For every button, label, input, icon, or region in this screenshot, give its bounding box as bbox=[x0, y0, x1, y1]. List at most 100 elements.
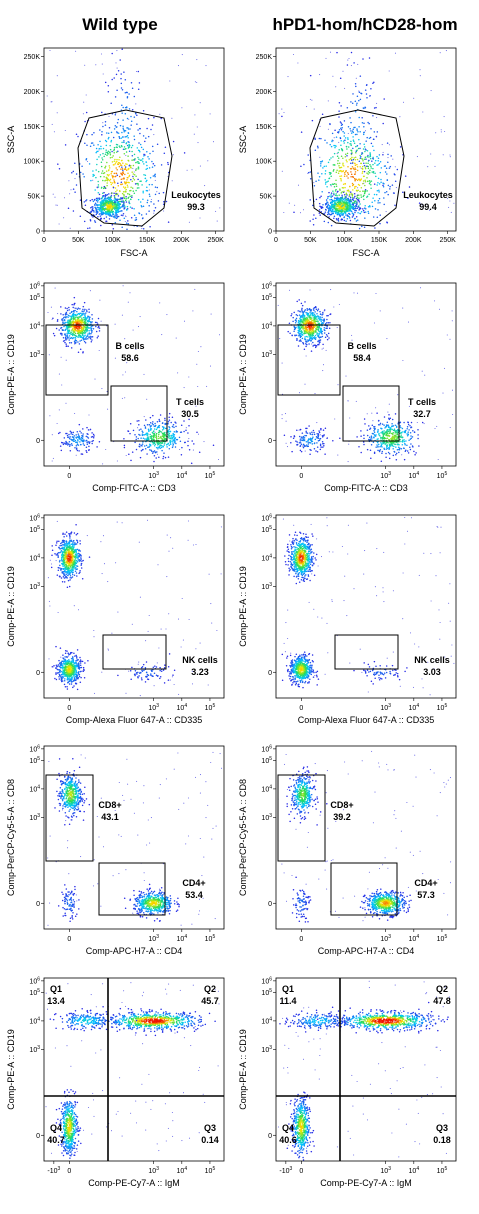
event-dot bbox=[125, 163, 127, 165]
event-dot bbox=[123, 168, 126, 171]
event-dot bbox=[308, 335, 311, 338]
event-dot bbox=[94, 198, 96, 201]
event-dot bbox=[158, 437, 160, 440]
event-dot bbox=[124, 205, 126, 207]
event-dot bbox=[119, 164, 122, 166]
event-dot bbox=[407, 197, 409, 199]
event-dot bbox=[312, 429, 315, 432]
event-dot bbox=[388, 403, 390, 405]
event-dot bbox=[385, 437, 387, 440]
event-dot bbox=[176, 438, 179, 441]
event-dot bbox=[155, 457, 157, 459]
event-dot bbox=[317, 437, 320, 440]
event-dot bbox=[153, 445, 156, 447]
event-dot bbox=[150, 201, 152, 203]
event-dot bbox=[390, 441, 392, 444]
event-dot bbox=[301, 439, 303, 442]
event-dot bbox=[74, 162, 76, 164]
event-dot bbox=[319, 319, 322, 321]
event-dot bbox=[444, 130, 446, 133]
event-dot bbox=[338, 162, 341, 164]
event-dot bbox=[63, 217, 65, 219]
event-dot bbox=[305, 430, 307, 432]
event-dot bbox=[353, 168, 355, 171]
event-dot bbox=[123, 181, 126, 183]
event-dot bbox=[171, 446, 174, 449]
event-dot bbox=[91, 432, 93, 434]
event-dot bbox=[148, 423, 151, 426]
event-dot bbox=[164, 419, 166, 422]
event-dot bbox=[212, 141, 215, 143]
event-dot bbox=[50, 101, 52, 103]
event-dot bbox=[105, 204, 108, 207]
event-dot bbox=[152, 438, 155, 441]
event-dot bbox=[323, 442, 325, 445]
event-dot bbox=[168, 419, 171, 421]
event-dot bbox=[108, 136, 110, 139]
event-dot bbox=[313, 185, 316, 187]
event-dot bbox=[116, 131, 119, 134]
event-dot bbox=[133, 138, 136, 141]
event-dot bbox=[75, 434, 77, 436]
event-dot bbox=[332, 164, 335, 166]
event-dot bbox=[295, 317, 298, 320]
event-dot bbox=[277, 304, 279, 306]
event-dot bbox=[354, 186, 356, 188]
event-dot bbox=[124, 191, 126, 193]
event-dot bbox=[362, 182, 364, 185]
event-dot bbox=[147, 117, 150, 120]
event-dot bbox=[285, 442, 287, 444]
event-dot bbox=[376, 412, 378, 414]
event-dot bbox=[130, 186, 132, 188]
event-dot bbox=[366, 176, 368, 179]
event-dot bbox=[344, 195, 346, 198]
event-dot bbox=[321, 319, 323, 321]
event-dot bbox=[155, 437, 158, 439]
event-dot bbox=[158, 420, 161, 423]
event-dot bbox=[321, 316, 323, 319]
event-dot bbox=[181, 446, 183, 449]
event-dot bbox=[85, 316, 87, 319]
event-dot bbox=[171, 437, 173, 440]
event-dot bbox=[114, 158, 116, 161]
event-dot bbox=[367, 170, 370, 173]
event-dot bbox=[158, 433, 160, 436]
event-dot bbox=[424, 374, 426, 376]
event-dot bbox=[345, 145, 348, 148]
event-dot bbox=[381, 443, 384, 445]
event-dot bbox=[143, 153, 145, 156]
event-dot bbox=[168, 416, 170, 418]
event-dot bbox=[366, 136, 368, 139]
event-dot bbox=[350, 206, 352, 209]
event-dot bbox=[137, 182, 139, 185]
event-dot bbox=[119, 219, 121, 222]
y-tick-label: 100K bbox=[24, 159, 41, 166]
event-dot bbox=[324, 183, 327, 185]
event-dot bbox=[372, 157, 374, 160]
event-dot bbox=[82, 428, 84, 430]
event-dot bbox=[392, 158, 394, 160]
event-dot bbox=[352, 139, 355, 141]
event-dot bbox=[393, 443, 396, 445]
event-dot bbox=[348, 199, 350, 201]
event-dot bbox=[90, 206, 92, 209]
event-dot bbox=[121, 201, 123, 203]
event-dot bbox=[87, 338, 89, 340]
event-dot bbox=[86, 144, 88, 146]
event-dot bbox=[364, 167, 367, 170]
event-dot bbox=[347, 400, 349, 402]
event-dot bbox=[130, 165, 132, 167]
event-dot bbox=[111, 182, 114, 184]
event-dot bbox=[365, 93, 368, 95]
event-dot bbox=[388, 414, 390, 416]
event-dot bbox=[326, 338, 329, 341]
event-dot bbox=[342, 183, 345, 186]
event-dot bbox=[331, 140, 333, 143]
event-dot bbox=[172, 436, 174, 438]
event-dot bbox=[124, 199, 127, 202]
event-dot bbox=[358, 201, 361, 203]
event-dot bbox=[297, 345, 300, 347]
event-dot bbox=[335, 188, 337, 191]
event-dot bbox=[57, 313, 59, 315]
event-dot bbox=[137, 437, 139, 440]
